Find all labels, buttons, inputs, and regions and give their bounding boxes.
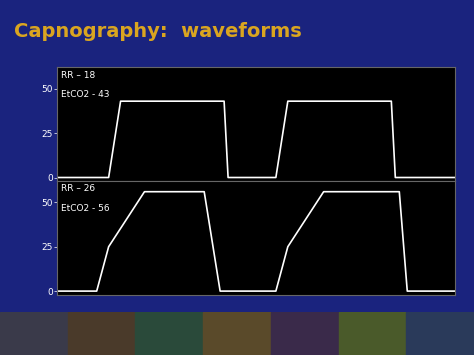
Bar: [271, 312, 338, 355]
Bar: [203, 312, 271, 355]
Text: RR – 18: RR – 18: [61, 71, 95, 80]
Text: EtCO2 - 56: EtCO2 - 56: [61, 204, 109, 213]
Bar: [406, 312, 474, 355]
Text: Capnography:  waveforms: Capnography: waveforms: [14, 22, 302, 42]
Bar: [68, 312, 136, 355]
Bar: [0, 312, 68, 355]
Text: EtCO2 - 43: EtCO2 - 43: [61, 90, 109, 99]
Text: RR – 26: RR – 26: [61, 185, 95, 193]
Bar: [338, 312, 406, 355]
Bar: [136, 312, 203, 355]
